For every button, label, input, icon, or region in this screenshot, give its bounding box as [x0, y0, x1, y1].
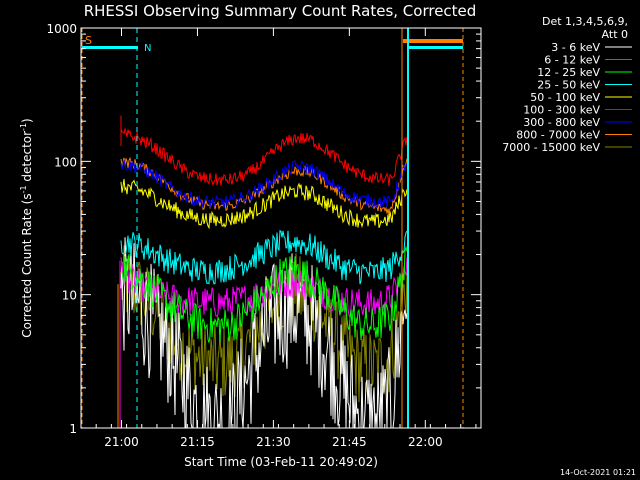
y-tick-label: 100 [54, 155, 77, 169]
y-axis-label-end: ) [20, 118, 34, 123]
timestamp: 14-Oct-2021 01:21 [560, 468, 636, 477]
legend-header: Det 1,3,4,5,6,9, [542, 15, 628, 28]
y-axis-label: Corrected Count Rate (s-1 detector-1) [19, 118, 34, 337]
count-rate-chart: RHESSI Observing Summary Count Rates, Co… [0, 0, 640, 480]
saa-marker-bar [403, 39, 463, 43]
y-tick-label: 10 [62, 289, 77, 303]
legend-item-label: 6 - 12 keV [544, 54, 600, 67]
x-tick-label: 21:00 [104, 435, 139, 449]
legend-item-label: 800 - 7000 keV [516, 129, 600, 142]
x-tick-label: 21:15 [180, 435, 215, 449]
y-axis-label-mid: detector [20, 131, 34, 186]
night-marker-label: N [144, 43, 151, 54]
legend-item-label: 25 - 50 keV [537, 79, 600, 92]
x-tick-label: 21:45 [332, 435, 367, 449]
legend-item-label: 100 - 300 keV [523, 104, 600, 117]
legend-item-label: 3 - 6 keV [551, 41, 600, 54]
y-tick-label: 1000 [46, 22, 77, 36]
y-axis-label-main: Corrected Count Rate (s [20, 193, 34, 337]
x-tick-label: 22:00 [408, 435, 443, 449]
legend-item-label: 300 - 800 keV [523, 116, 600, 129]
y-tick-label: 1 [69, 422, 77, 436]
legend-item-label: 7000 - 15000 keV [502, 141, 600, 154]
x-tick-label: 21:30 [256, 435, 291, 449]
y-axis-label-sup1: -1 [19, 185, 28, 193]
x-axis-label: Start Time (03-Feb-11 20:49:02) [184, 455, 378, 469]
chart-title: RHESSI Observing Summary Count Rates, Co… [84, 2, 477, 20]
saa-marker-label: S [85, 34, 92, 47]
legend-header: Att 0 [602, 28, 628, 41]
night-marker-bar [408, 46, 463, 49]
night-marker-bar [82, 46, 138, 49]
y-axis-label-sup2: -1 [19, 123, 28, 131]
legend-item-label: 50 - 100 keV [530, 91, 600, 104]
legend-item-label: 12 - 25 keV [537, 66, 600, 79]
